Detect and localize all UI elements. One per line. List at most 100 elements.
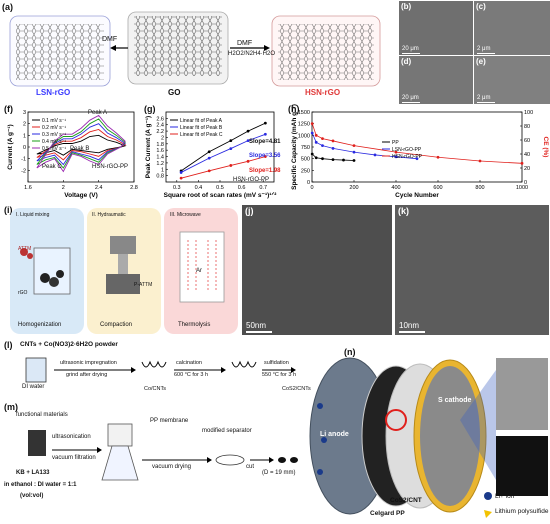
sem-image-b: (b) 20 μm <box>398 0 474 56</box>
data-point <box>394 150 398 154</box>
y-tick-label: 1.4 <box>156 155 164 161</box>
arrow-right-label-bottom: H2O2/N2H4·H2O <box>228 51 276 57</box>
panel-l-process <box>25 357 296 383</box>
panel-label-n: (n) <box>344 347 356 357</box>
attm-label: ATTM <box>18 246 32 252</box>
lsn-rgo-label: LSN-rGO <box>36 88 71 97</box>
y-tick-label: 2.2 <box>156 129 164 135</box>
sample-label-f: HSN-rGO-PP <box>92 164 128 170</box>
y-tick-label: 3 <box>23 110 26 116</box>
data-point <box>229 139 233 143</box>
y2-tick-label: 20 <box>524 166 530 172</box>
di-water-label: DI water <box>22 384 45 390</box>
diameter-label: (D = 19 mm) <box>262 470 296 476</box>
li-ion-legend: Li+ ion <box>495 493 515 500</box>
p-attm-label: P-ATTM <box>134 282 153 288</box>
homogenization-label: Homogenization <box>18 322 62 328</box>
y-tick-label: 0 <box>307 180 310 186</box>
data-point <box>246 139 250 143</box>
x-tick-label: 800 <box>475 185 484 191</box>
y-axis-label: Current (A g⁻¹) <box>7 124 14 169</box>
lithium-polysulfide-legend: Lithium polysulfide <box>495 508 549 515</box>
tem-image-k: (k) 10nm <box>395 205 549 335</box>
pp-membrane-label: PP membrane <box>150 418 189 424</box>
legend-label: PP <box>392 140 399 146</box>
legend-label: LSN-rGO-PP <box>392 147 422 153</box>
hsn-rgo-label: HSN-rGO <box>305 88 341 97</box>
y-axis-label: Specific Capacity (mAh g⁻¹) <box>291 104 298 190</box>
slope-b-label: Slope=3.56 <box>249 153 281 159</box>
cos2-cnts-label: CoS2/CNTs <box>282 386 311 392</box>
go-label: GO <box>168 88 181 97</box>
data-point <box>321 144 324 147</box>
data-point <box>263 155 267 158</box>
y-tick-label: 1000 <box>298 133 310 139</box>
panel-l-header: CNTs + Co(NO3)2·6H2O powder <box>20 341 118 348</box>
legend-label: 0.3 mV s⁻¹ <box>42 132 66 138</box>
y2-axis-label: CE (%) <box>542 137 549 158</box>
data-point <box>246 159 250 163</box>
x-tick-label: 0.7 <box>259 185 267 191</box>
arrow-left-label: DMF <box>102 36 118 43</box>
y-tick-label: 2 <box>23 122 26 128</box>
x-tick-label: 400 <box>391 185 400 191</box>
x-tick-label: 600 <box>433 185 442 191</box>
data-point <box>263 132 267 136</box>
x-tick-label: 2.8 <box>130 185 138 191</box>
panel-m-process <box>28 423 298 481</box>
data-point <box>314 133 318 137</box>
slope-c-label: Slope=1.98 <box>249 168 281 174</box>
kb-la133-label: KB + LA133 <box>16 470 50 476</box>
y-tick-label: 2.4 <box>156 123 164 129</box>
cut-label: cut <box>246 464 255 470</box>
cos2-cnt-label: CoS2/CNT <box>390 497 422 504</box>
l-step2-bottom: 600 °C for 3 h <box>174 372 208 378</box>
legend-label: Linear fit of Peak A <box>180 118 223 124</box>
sem-image-e: (e) 2 μm <box>473 55 550 105</box>
panel-label-l: (l) <box>4 340 13 350</box>
x-tick-label: 1.6 <box>24 185 32 191</box>
data-point <box>321 137 324 140</box>
panel-label-f: (f) <box>4 104 13 114</box>
arrow-right-label-top: DMF <box>237 40 253 47</box>
y2-tick-label: 80 <box>524 124 530 130</box>
x-axis-label: Voltage (V) <box>64 192 97 199</box>
panel-i-schematic <box>10 208 238 334</box>
x-tick-label: 0.5 <box>216 185 224 191</box>
legend-label: Linear fit of Peak B <box>180 125 223 131</box>
peak-c-label: Peak C <box>42 164 62 170</box>
y-tick-label: 500 <box>301 157 310 163</box>
x-tick-label: 0.6 <box>238 185 246 191</box>
panel-label-m: (m) <box>4 402 18 412</box>
data-point <box>207 150 211 154</box>
l-step2-top: calcination <box>176 360 202 366</box>
data-point <box>179 171 183 174</box>
vol-label: (vol:vol) <box>20 493 44 499</box>
panel-label-a: (a) <box>2 2 13 12</box>
ar-label: Ar <box>196 268 202 274</box>
data-point <box>520 161 524 165</box>
data-point <box>352 150 356 154</box>
functional-materials-label: functional materials <box>16 412 68 418</box>
panel-a-schematic <box>9 11 381 87</box>
data-point <box>310 131 314 135</box>
rgo-label: rGO <box>18 290 28 296</box>
data-point <box>314 140 318 144</box>
y2-tick-label: 0 <box>524 180 527 186</box>
vacuum-drying-label: vacuum drying <box>152 464 192 470</box>
data-point <box>207 169 211 173</box>
data-point <box>321 157 324 161</box>
sem-image-c: (c) 2 μm <box>473 0 550 56</box>
cycling-chart-h: 0 200 400 600 800 10000250500750100012501500C… <box>291 104 549 199</box>
y-tick-label: -1 <box>21 157 26 163</box>
y2-tick-label: 40 <box>524 152 530 158</box>
y-tick-label: 1500 <box>298 110 310 116</box>
peak-b-label: Peak B <box>70 146 90 152</box>
data-point <box>331 139 335 143</box>
x-tick-label: 2 <box>62 185 65 191</box>
data-point <box>342 158 345 162</box>
data-point <box>331 147 335 150</box>
data-point <box>229 164 233 167</box>
legend-label: HSN-rGO-PP <box>392 154 423 160</box>
y-tick-label: 0 <box>23 145 26 151</box>
